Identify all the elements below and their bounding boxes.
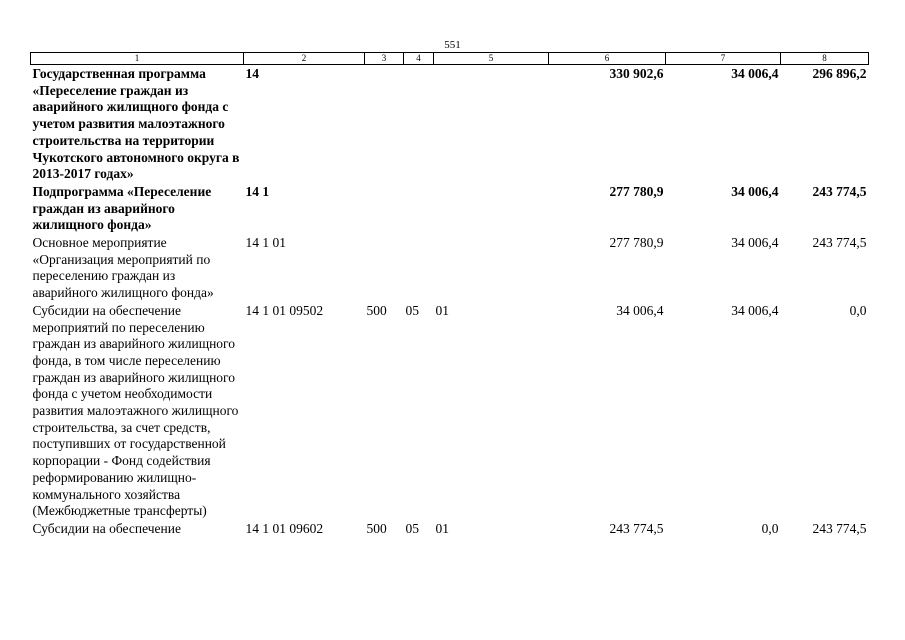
row-name: Государственная программа «Переселение г… (32, 66, 240, 182)
row-c5 (434, 65, 549, 183)
row-c3: 500 (366, 302, 387, 318)
row-code: 14 (245, 66, 260, 81)
header-cell: 6 (548, 52, 666, 65)
row-c4: 05 (405, 302, 420, 318)
row-value-7: 34 006,4 (731, 302, 779, 318)
header-cell: 8 (780, 52, 869, 65)
header-cell: 2 (243, 52, 365, 65)
row-code: 14 1 01 09502 (245, 302, 324, 318)
page-number: 551 (444, 39, 461, 51)
table-row: Субсидии на обеспечение 14 1 01 09602 50… (31, 520, 869, 538)
row-c4 (404, 234, 434, 302)
row-value-6: 277 780,9 (609, 235, 664, 251)
row-value-7: 34 006,4 (731, 183, 779, 199)
row-name: Субсидии на обеспечение (32, 520, 181, 536)
row-value-6: 34 006,4 (616, 302, 664, 318)
row-name: Подпрограмма «Переселение граждан из ава… (32, 183, 212, 233)
header-cell: 7 (665, 52, 781, 65)
row-name: Основное мероприятие «Организация меропр… (32, 235, 214, 301)
row-value-8: 0,0 (849, 302, 867, 318)
row-value-6: 330 902,6 (609, 66, 664, 81)
row-value-7: 34 006,4 (731, 66, 779, 81)
row-c3: 500 (366, 520, 387, 536)
row-c5: 01 (435, 520, 450, 536)
row-value-7: 0,0 (761, 520, 779, 536)
table-row: Государственная программа «Переселение г… (31, 65, 869, 183)
row-value-6: 243 774,5 (609, 520, 664, 536)
header-row: 1 2 3 4 5 6 7 8 (30, 52, 869, 65)
row-c3 (365, 234, 404, 302)
table-row: Субсидии на обеспечение мероприятий по п… (31, 302, 869, 520)
table-row: Основное мероприятие «Организация меропр… (31, 234, 869, 302)
row-value-8: 243 774,5 (812, 520, 867, 536)
budget-table: 1 2 3 4 5 6 7 8 Государственная программ… (30, 52, 869, 538)
row-value-8: 296 896,2 (812, 66, 867, 81)
row-c4 (404, 183, 434, 234)
table-row: Подпрограмма «Переселение граждан из ава… (31, 183, 869, 234)
row-value-8: 243 774,5 (812, 235, 867, 251)
header-cell: 5 (433, 52, 549, 65)
row-c5 (434, 183, 549, 234)
row-code: 14 1 (245, 183, 270, 199)
header-cell: 1 (30, 52, 244, 65)
row-name: Субсидии на обеспечение мероприятий по п… (32, 302, 239, 519)
row-c3 (365, 183, 404, 234)
row-value-6: 277 780,9 (609, 183, 664, 199)
row-c5: 01 (435, 302, 450, 318)
row-c5 (434, 234, 549, 302)
header-cell: 4 (403, 52, 434, 65)
row-code: 14 1 01 09602 (245, 520, 324, 536)
header-cell: 3 (364, 52, 404, 65)
row-value-8: 243 774,5 (812, 183, 867, 199)
row-c4 (404, 65, 434, 183)
row-c4: 05 (405, 520, 420, 536)
row-code: 14 1 01 (245, 235, 287, 251)
row-value-7: 34 006,4 (731, 235, 779, 251)
row-c3 (365, 65, 404, 183)
